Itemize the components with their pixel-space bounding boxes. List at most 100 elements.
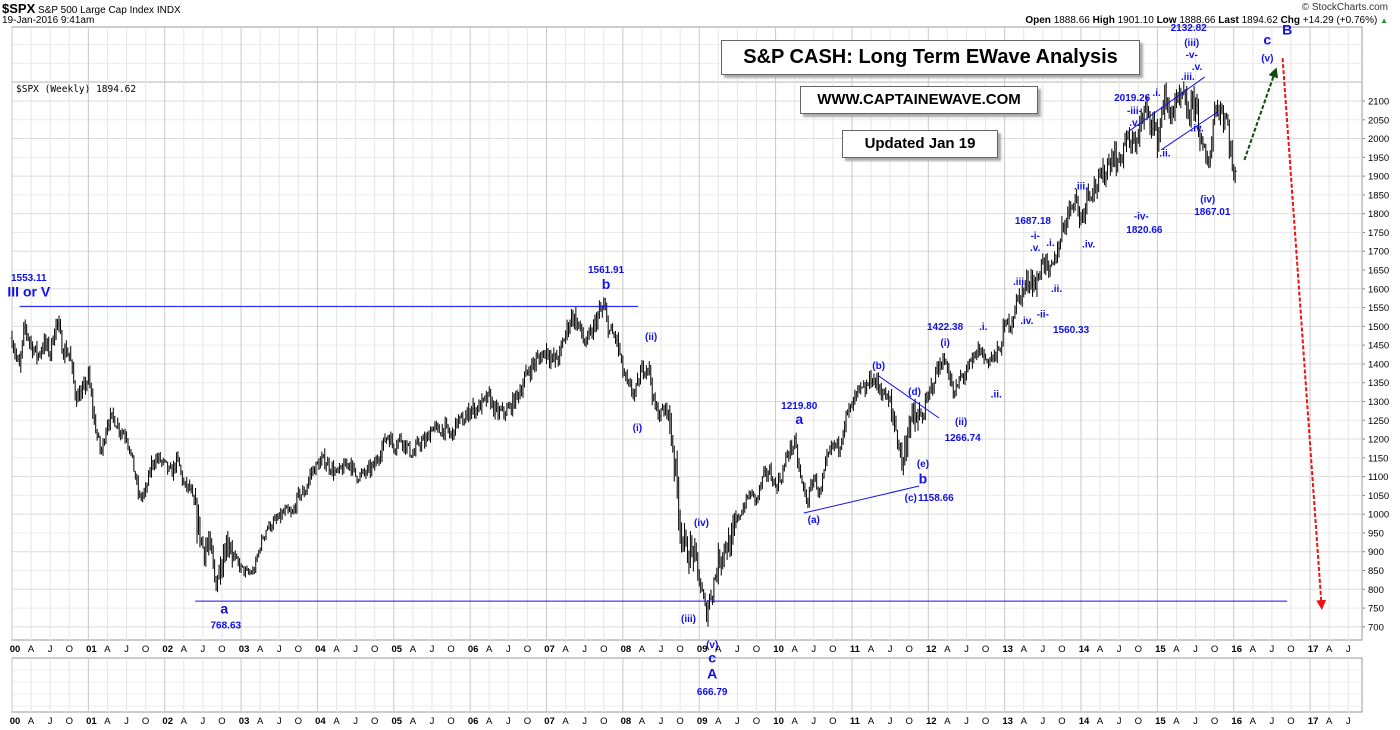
x-month-label: J <box>353 716 358 727</box>
x-year-label: 16 <box>1231 644 1242 655</box>
y-tick-label: 700 <box>1368 622 1384 633</box>
low-value: 1888.66 <box>1179 15 1216 26</box>
y-tick-label: 1250 <box>1368 416 1389 427</box>
x-month-label: O <box>524 716 531 727</box>
y-tick-label: 950 <box>1368 528 1384 539</box>
x-year-label: 02 <box>162 716 173 727</box>
x-year-label: 07 <box>544 716 555 727</box>
y-tick-label: 1200 <box>1368 435 1389 446</box>
triangle-upper-line <box>878 375 940 419</box>
y-tick-label: 800 <box>1368 585 1384 596</box>
x-month-label: A <box>410 644 417 655</box>
wave-label: .ii. <box>1051 284 1062 295</box>
x-month-label: J <box>124 644 129 655</box>
x-month-label: J <box>506 644 511 655</box>
wave-label: b <box>602 276 611 292</box>
chart-header: $SPX S&P 500 Large Cap Index INDX <box>2 1 181 16</box>
x-month-label: A <box>791 644 798 655</box>
x-month-label: A <box>410 716 417 727</box>
y-tick-label: 1900 <box>1368 172 1389 183</box>
x-year-label: 07 <box>544 644 555 655</box>
x-month-label: O <box>66 716 73 727</box>
x-month-label: J <box>735 644 740 655</box>
x-month-label: O <box>1058 644 1065 655</box>
x-month-label: O <box>295 716 302 727</box>
x-year-label: 13 <box>1002 644 1013 655</box>
x-month-label: J <box>48 716 53 727</box>
x-month-label: J <box>353 644 358 655</box>
wave-label: -i- <box>1030 231 1039 242</box>
x-month-label: A <box>486 644 493 655</box>
x-month-label: O <box>753 716 760 727</box>
wave-label: 768.63 <box>211 621 242 632</box>
ohlc-bar <box>1233 166 1237 184</box>
y-tick-label: 900 <box>1368 547 1384 558</box>
x-month-label: A <box>181 644 188 655</box>
x-month-label: O <box>906 644 913 655</box>
wave-label: 1560.33 <box>1053 325 1090 336</box>
x-year-label: 14 <box>1079 716 1090 727</box>
x-year-label: 08 <box>621 644 632 655</box>
wave-label: (iv) <box>1200 194 1215 205</box>
y-tick-label: 1850 <box>1368 190 1389 201</box>
x-month-label: J <box>1270 716 1275 727</box>
x-year-label: 11 <box>850 716 861 727</box>
wave-label: (e) <box>917 459 929 470</box>
wave-label: .i. <box>1046 238 1055 249</box>
x-year-label: 06 <box>468 644 479 655</box>
wave-label: 1867.01 <box>1194 207 1231 218</box>
x-year-label: 15 <box>1155 644 1166 655</box>
x-month-label: A <box>715 716 722 727</box>
wedge-lower-line <box>1160 111 1218 151</box>
y-tick-label: 1650 <box>1368 266 1389 277</box>
x-month-label: A <box>868 716 875 727</box>
x-month-label: O <box>295 644 302 655</box>
wave-label: (ii) <box>955 417 967 428</box>
x-month-label: O <box>1287 644 1294 655</box>
x-month-label: J <box>201 644 206 655</box>
wave-label: c <box>708 650 716 666</box>
high-value: 1901.10 <box>1117 15 1154 26</box>
wave-label: 2019.26 <box>1114 93 1151 104</box>
x-month-label: A <box>1097 716 1104 727</box>
x-month-label: O <box>142 716 149 727</box>
x-month-label: J <box>964 644 969 655</box>
wave-label: 1219.80 <box>781 401 818 412</box>
copyright: © StockCharts.com <box>1301 2 1388 13</box>
wave-label: .v. <box>1129 118 1140 129</box>
x-month-label: O <box>447 644 454 655</box>
last-label: Last <box>1218 15 1239 26</box>
x-month-label: A <box>28 644 35 655</box>
x-month-label: A <box>1173 644 1180 655</box>
x-month-label: J <box>430 644 435 655</box>
projection-down-arrow <box>1281 58 1327 611</box>
x-month-label: A <box>181 716 188 727</box>
x-month-label: J <box>1117 716 1122 727</box>
x-month-label: J <box>430 716 435 727</box>
x-month-label: A <box>562 716 569 727</box>
x-year-label: 11 <box>850 644 861 655</box>
wave-label: 2132.82 <box>1171 23 1208 34</box>
y-tick-label: 1950 <box>1368 153 1389 164</box>
y-tick-label: 1800 <box>1368 209 1389 220</box>
quote-summary: Open 1888.66 High 1901.10 Low 1888.66 La… <box>1025 15 1388 26</box>
x-month-label: O <box>1211 644 1218 655</box>
wave-label: 1561.91 <box>588 265 625 276</box>
y-tick-label: 1500 <box>1368 322 1389 333</box>
x-month-label: O <box>676 644 683 655</box>
y-tick-label: 1150 <box>1368 453 1388 464</box>
updated-box: Updated Jan 19 <box>842 130 998 158</box>
x-month-label: O <box>829 716 836 727</box>
x-month-label: O <box>982 716 989 727</box>
x-month-label: O <box>371 644 378 655</box>
x-month-label: O <box>1211 716 1218 727</box>
low-label: Low <box>1156 15 1177 26</box>
x-year-label: 00 <box>10 716 21 727</box>
y-tick-label: 1750 <box>1368 228 1389 239</box>
x-year-label: 13 <box>1002 716 1013 727</box>
x-year-label: 03 <box>239 716 250 727</box>
x-month-label: O <box>906 716 913 727</box>
wave-label: .v. <box>1030 243 1041 254</box>
x-year-label: 01 <box>86 716 97 727</box>
